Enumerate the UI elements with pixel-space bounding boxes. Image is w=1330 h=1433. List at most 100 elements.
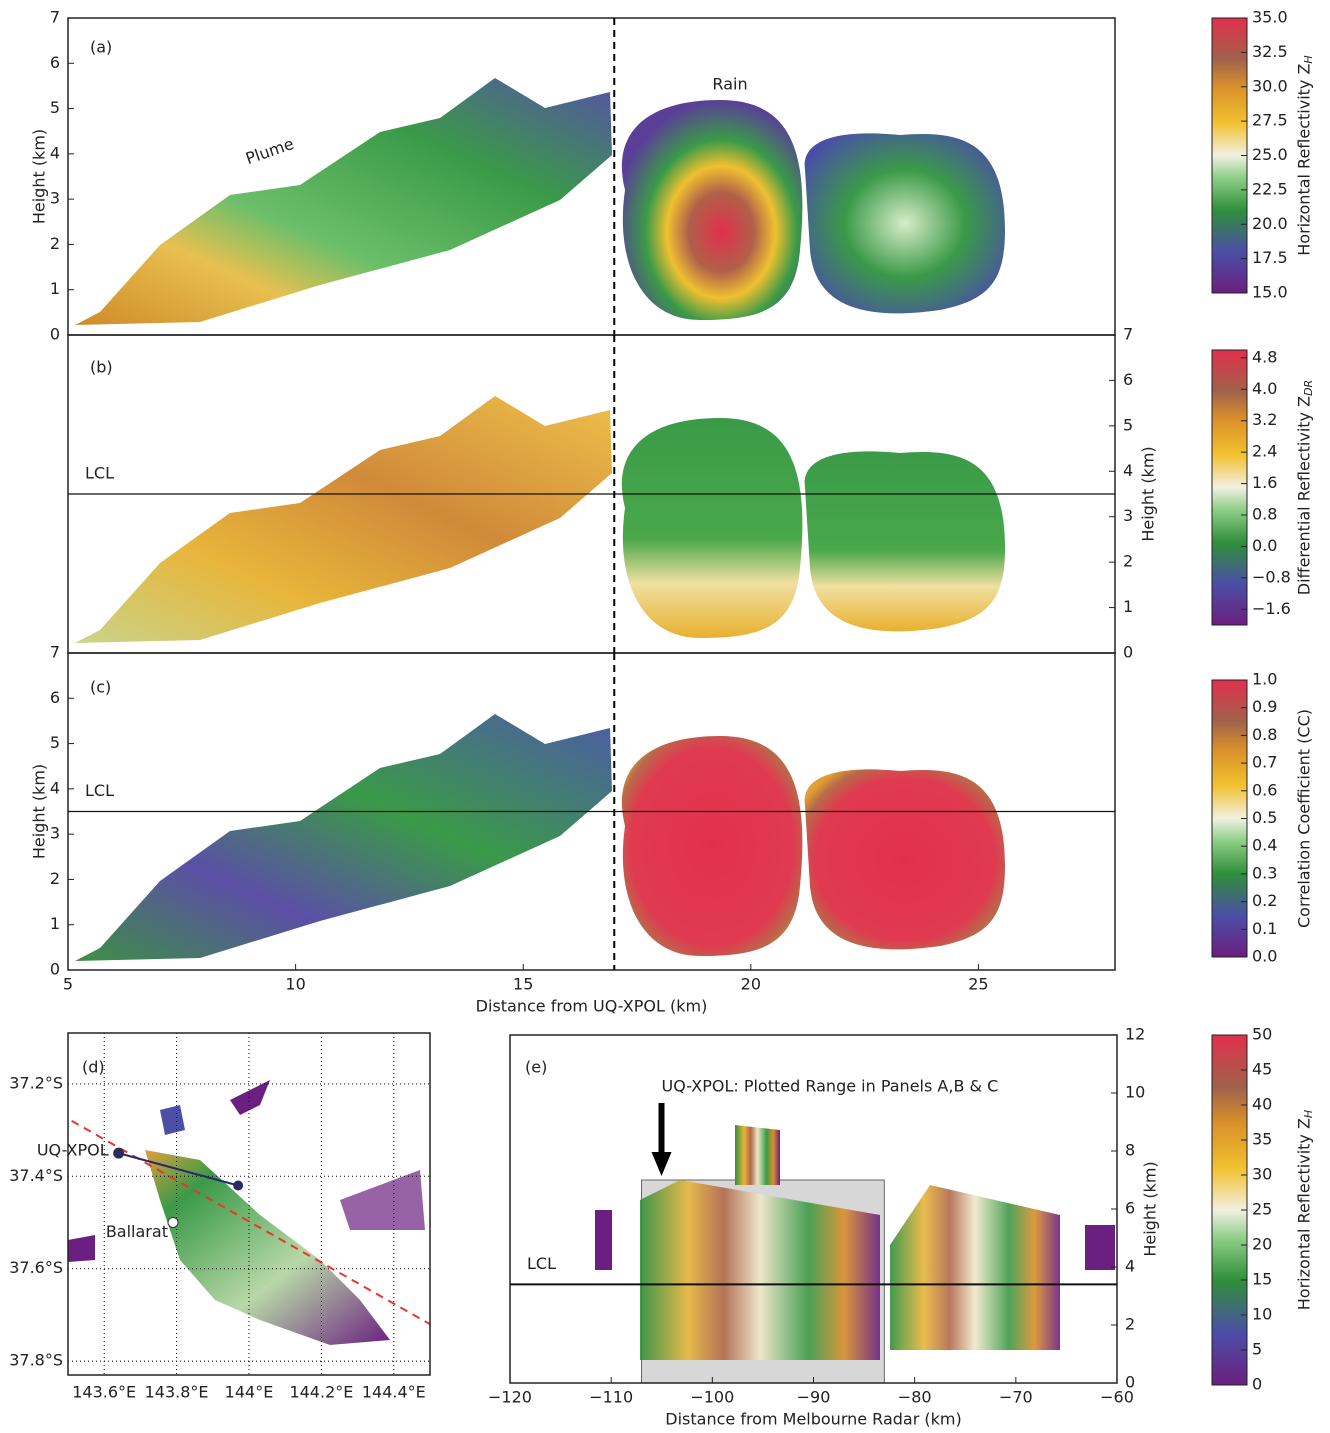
colorbar-tick-label: 17.5: [1252, 248, 1288, 267]
colorbar-tick-label: 35: [1252, 1130, 1272, 1149]
y-tick-label: 37.2°S: [9, 1073, 63, 1092]
y-tick-label: 6: [50, 53, 60, 72]
x-tick-label: −80: [898, 1388, 932, 1407]
y-tick-label: 2: [50, 234, 60, 253]
y-tick-label: 5: [50, 733, 60, 752]
colorbar-tick-label: 10: [1252, 1305, 1272, 1324]
colorbar-tick-label: 0: [1252, 1375, 1262, 1394]
panel-label: (d): [82, 1058, 105, 1077]
y-tick-label: 37.4°S: [9, 1166, 63, 1185]
colorbar-label-sub: H: [1302, 1110, 1315, 1118]
x-axis-label: Distance from Melbourne Radar (km): [665, 1410, 961, 1429]
colorbar-tick-label: 0.2: [1252, 891, 1277, 910]
colorbar-tick-label: 0.0: [1252, 536, 1277, 555]
arrow-head: [651, 1152, 672, 1176]
colorbar-tick-label: 5: [1252, 1340, 1262, 1359]
y-tick-label: 3: [50, 189, 60, 208]
section-line: [71, 1119, 431, 1326]
y-tick-label: 12: [1125, 1025, 1145, 1044]
x-tick-label: −110: [589, 1388, 633, 1407]
colorbar-tick-label: −1.6: [1252, 599, 1291, 618]
annotation: Rain: [712, 75, 747, 94]
colorbar-tick-label: 45: [1252, 1060, 1272, 1079]
y-tick-label: 4: [50, 143, 60, 162]
y-tick-label: 1: [1123, 597, 1133, 616]
panel-label: (e): [525, 1058, 547, 1077]
x-tick-label: 20: [741, 975, 761, 994]
x-tick-label: −120: [488, 1388, 532, 1407]
y-tick-label: 4: [1125, 1257, 1135, 1276]
y-tick-label: 6: [1125, 1199, 1135, 1218]
map-frame: [67, 1032, 431, 1376]
x-tick-label: 144°E: [225, 1383, 274, 1402]
colorbar-tick-label: 0.3: [1252, 863, 1277, 882]
site-marker: [113, 1147, 125, 1159]
colorbar-tick-label: 4.0: [1252, 379, 1277, 398]
y-axis-label: Height (km): [1139, 446, 1158, 541]
colorbar-tick-label: 15.0: [1252, 283, 1288, 302]
x-tick-label: 25: [968, 975, 988, 994]
panel-label: (b): [90, 358, 113, 377]
echoes: [68, 78, 1115, 1360]
y-tick-label: 10: [1125, 1083, 1145, 1102]
colorbar-tick-label: 27.5: [1252, 111, 1288, 130]
y-tick-label: 8: [1125, 1141, 1135, 1160]
site-marker: [167, 1216, 179, 1228]
site-label: Ballarat: [106, 1222, 168, 1241]
x-tick-label: 143.6°E: [72, 1383, 136, 1402]
y-tick-label: 5: [1123, 415, 1133, 434]
y-tick-label: 2: [1123, 552, 1133, 571]
y-axis-label: Height (km): [1141, 1161, 1160, 1256]
y-tick-label: 6: [1123, 370, 1133, 389]
y-tick-label: 0: [50, 960, 60, 979]
y-tick-label: 7: [50, 643, 60, 662]
y-tick-label: 7: [1123, 325, 1133, 344]
colorbar-tick-label: 0.9: [1252, 697, 1277, 716]
colorbar-tick-label: 3.2: [1252, 410, 1277, 429]
y-tick-label: 3: [50, 824, 60, 843]
y-tick-label: 5: [50, 98, 60, 117]
colorbar-tick-label: 25: [1252, 1200, 1272, 1219]
colorbar-tick-label: 30: [1252, 1165, 1272, 1184]
y-axis-label: Height (km): [30, 129, 49, 224]
colorbar: [1211, 349, 1248, 626]
x-tick-label: 143.8°E: [145, 1383, 209, 1402]
colorbar-tick-label: 0.1: [1252, 919, 1277, 938]
y-tick-label: 2: [50, 869, 60, 888]
colorbar-tick-label: 0.8: [1252, 725, 1277, 744]
colorbar-tick-label: 2.4: [1252, 442, 1277, 461]
colorbar-tick-label: 0.0: [1252, 947, 1277, 966]
colorbar-tick-label: 4.8: [1252, 347, 1277, 366]
colorbar-tick-label: −0.8: [1252, 567, 1291, 586]
colorbar-tick-label: 0.8: [1252, 505, 1277, 524]
y-tick-label: 3: [1123, 506, 1133, 525]
y-tick-label: 1: [50, 914, 60, 933]
colorbar-tick-label: 0.6: [1252, 780, 1277, 799]
colorbar-tick-label: 0.7: [1252, 753, 1277, 772]
colorbar-label-sub: DR: [1302, 380, 1315, 396]
colorbar-tick-label: 35.0: [1252, 8, 1288, 27]
colorbar-tick-label: 22.5: [1252, 179, 1288, 198]
colorbar-tick-label: 0.5: [1252, 808, 1277, 827]
y-tick-label: 1: [50, 279, 60, 298]
x-tick-label: −100: [690, 1388, 734, 1407]
x-tick-label: −90: [797, 1388, 831, 1407]
y-tick-label: 0: [1125, 1373, 1135, 1392]
colorbar-label: Horizontal Reflectivity ZH: [1295, 1110, 1316, 1310]
colorbar-tick-label: 0.4: [1252, 836, 1277, 855]
colorbar-tick-label: 20.0: [1252, 214, 1288, 233]
colorbar-label: Differential Reflectivity ZDR: [1295, 380, 1316, 595]
colorbar-tick-label: 15: [1252, 1270, 1272, 1289]
x-tick-label: 15: [513, 975, 533, 994]
lcl-label: LCL: [527, 1254, 556, 1273]
y-tick-label: 6: [50, 688, 60, 707]
y-tick-label: 0: [50, 325, 60, 344]
colorbar-tick-label: 50: [1252, 1025, 1272, 1044]
colorbar-tick-label: 25.0: [1252, 145, 1288, 164]
x-tick-label: 10: [285, 975, 305, 994]
site-label: UQ-XPOL: [37, 1141, 109, 1160]
colorbar-tick-label: 32.5: [1252, 42, 1288, 61]
y-tick-label: 7: [50, 8, 60, 27]
y-tick-label: 4: [50, 778, 60, 797]
